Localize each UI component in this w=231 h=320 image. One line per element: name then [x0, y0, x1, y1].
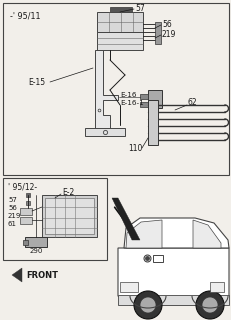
Circle shape — [195, 291, 223, 319]
Text: FRONT: FRONT — [26, 270, 58, 279]
Bar — [97, 12, 142, 32]
Bar — [154, 22, 160, 44]
Text: E-2: E-2 — [62, 188, 74, 196]
Bar — [119, 282, 137, 292]
Text: 290: 290 — [30, 248, 43, 254]
Bar — [3, 178, 106, 260]
Bar — [109, 7, 131, 12]
Text: 219: 219 — [161, 29, 176, 38]
Circle shape — [139, 297, 155, 313]
Bar — [139, 94, 147, 99]
Text: E-15: E-15 — [28, 77, 45, 86]
Bar — [118, 295, 228, 305]
Bar — [209, 282, 223, 292]
Text: 62: 62 — [187, 98, 197, 107]
Text: ' 95/12-: ' 95/12- — [8, 182, 37, 191]
Text: 56: 56 — [8, 205, 17, 211]
Text: 110: 110 — [128, 143, 142, 153]
Polygon shape — [125, 220, 161, 248]
Text: 56: 56 — [161, 20, 171, 28]
Bar — [3, 3, 228, 175]
Bar — [147, 100, 157, 145]
Polygon shape — [118, 248, 228, 305]
Bar — [152, 255, 162, 262]
Bar — [139, 102, 147, 107]
Bar — [97, 32, 142, 50]
Polygon shape — [94, 50, 118, 130]
Bar — [25, 237, 47, 247]
Bar — [45, 198, 94, 234]
Bar — [20, 217, 32, 224]
Polygon shape — [192, 220, 220, 248]
Bar — [85, 128, 125, 136]
Text: 61: 61 — [8, 221, 17, 227]
Circle shape — [134, 291, 161, 319]
Circle shape — [201, 297, 217, 313]
Bar — [23, 240, 28, 245]
Text: E-16-1: E-16-1 — [119, 100, 143, 106]
Polygon shape — [123, 218, 228, 248]
Bar — [20, 208, 32, 215]
Text: E-16: E-16 — [119, 92, 136, 98]
Bar — [147, 90, 161, 108]
Text: -' 95/11: -' 95/11 — [10, 11, 40, 20]
Polygon shape — [12, 268, 22, 282]
Text: 57: 57 — [8, 197, 17, 203]
Bar — [42, 195, 97, 237]
Polygon shape — [112, 198, 139, 240]
Text: 219: 219 — [8, 213, 21, 219]
Text: 57: 57 — [134, 4, 144, 12]
